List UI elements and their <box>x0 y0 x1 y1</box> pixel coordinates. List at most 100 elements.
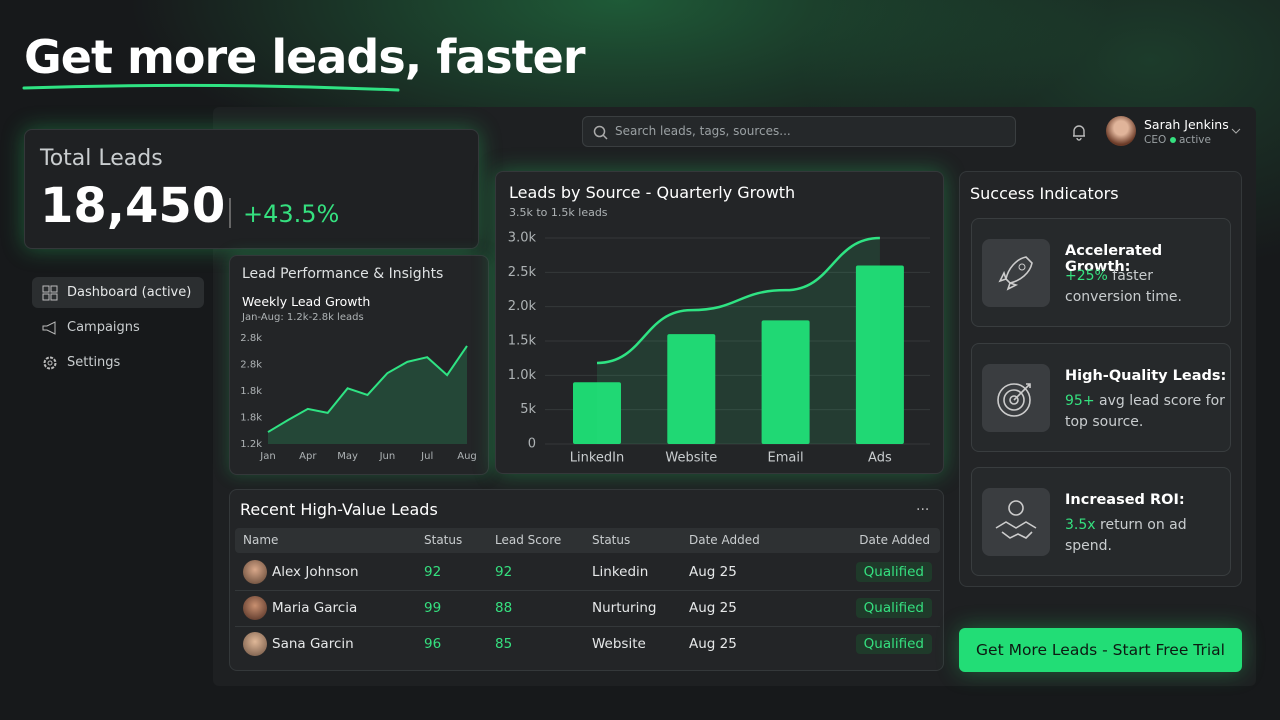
user-name: Sarah Jenkins <box>1144 117 1229 132</box>
y-tick-label: 1.0k <box>508 368 537 383</box>
status-dot <box>1170 137 1176 143</box>
card-heading: Lead Performance & Insights <box>242 266 444 282</box>
cell: Aug 25 <box>689 636 737 652</box>
y-tick-label: 1.5k <box>508 334 537 349</box>
indicator-title: High-Quality Leads: <box>1065 368 1227 384</box>
y-tick-label: 5k <box>520 402 536 417</box>
bell-icon[interactable] <box>1071 123 1087 141</box>
score: 92 <box>424 564 442 580</box>
y-tick-label: 2.0k <box>508 299 537 314</box>
y-tick-label: 2.8k <box>240 333 262 344</box>
cell: Website <box>592 636 646 652</box>
chart-title: Weekly Lead Growth <box>242 294 371 309</box>
total-leads-value: 18,450 <box>40 178 226 234</box>
table: Name Status Lead Score Status Date Added Date… <box>235 528 940 668</box>
text: faster conversion time. <box>1065 268 1182 305</box>
column-header: Status <box>424 533 463 547</box>
nav-active-bg <box>32 277 204 308</box>
search-box[interactable]: Search leads, tags, sources... <box>582 116 1016 147</box>
x-tick-label: Website <box>665 451 717 466</box>
highlight: +25% <box>1065 268 1108 284</box>
y-tick-label: 2.8k <box>240 360 262 371</box>
underline <box>22 83 400 92</box>
indicator-text: 95+ avg lead score for top source. <box>1065 391 1225 433</box>
indicator: High-Quality Leads: 95+ avg lead score f… <box>971 343 1231 452</box>
settings-icon <box>43 356 57 370</box>
score: 85 <box>495 636 513 652</box>
lead-name[interactable]: Maria Garcia <box>272 600 358 616</box>
success-title: Success Indicators <box>970 184 1119 203</box>
row-avatar <box>243 632 267 656</box>
success-card: Success Indicators Accelerated Growth: +… <box>959 171 1242 587</box>
column-header: Status <box>592 533 631 547</box>
total-leads-change: +43.5% <box>243 200 340 228</box>
x-tick-label: Jan <box>259 451 275 462</box>
lead-name[interactable]: Alex Johnson <box>272 564 359 580</box>
score: 92 <box>495 564 513 580</box>
score: 99 <box>424 600 442 616</box>
x-tick-label: Ads <box>868 451 892 466</box>
y-tick-label: 1.8k <box>240 386 262 397</box>
row-avatar <box>243 596 267 620</box>
indicator-text: +25% faster conversion time. <box>1065 266 1225 308</box>
chart-subtitle: 3.5k to 1.5k leads <box>509 206 608 219</box>
indicator: Increased ROI: 3.5x return on ad spend. <box>971 467 1231 576</box>
campaigns-icon <box>42 321 56 335</box>
chart-title: Leads by Source - Quarterly Growth <box>509 183 796 202</box>
text: avg lead score for top source. <box>1065 393 1225 430</box>
score: 96 <box>424 636 442 652</box>
x-tick-label: May <box>337 451 358 462</box>
x-tick-label: Jun <box>379 451 396 462</box>
nav-item[interactable]: Settings <box>67 355 121 370</box>
x-tick-label: Apr <box>299 451 317 462</box>
lead-name[interactable]: Sana Garcin <box>272 636 354 652</box>
x-tick-label: Aug <box>457 451 477 462</box>
nav-item[interactable]: Dashboard (active) <box>67 285 192 300</box>
rocket-icon <box>982 239 1050 307</box>
cell: Nurturing <box>592 600 657 616</box>
total-leads-card: Total Leads 18,450 +43.5% <box>24 129 479 249</box>
cell: Linkedin <box>592 564 649 580</box>
highlight: 95+ <box>1065 393 1095 409</box>
chevron[interactable] <box>1231 127 1241 135</box>
bar <box>855 265 904 444</box>
x-tick-label: LinkedIn <box>570 451 624 466</box>
y-tick-label: 0 <box>528 437 536 452</box>
divider <box>229 198 231 228</box>
bar <box>667 334 716 444</box>
more-menu[interactable]: ... <box>916 498 930 514</box>
x-tick-label: Email <box>768 451 804 466</box>
nav-item[interactable]: Campaigns <box>67 320 140 335</box>
column-header: Date Added <box>859 533 930 547</box>
line <box>267 345 468 433</box>
line-chart-card: Lead Performance & Insights Weekly Lead … <box>229 255 489 475</box>
trend-area <box>597 238 880 444</box>
cta-button[interactable]: Get More Leads - Start Free Trial <box>959 628 1242 672</box>
row-avatar <box>243 560 267 584</box>
row-divider <box>235 626 940 627</box>
highlight: 3.5x <box>1065 517 1096 533</box>
dashboard-icon <box>42 285 58 301</box>
y-tick-label: 2.5k <box>508 265 537 280</box>
indicator-title: Accelerated Growth: <box>1065 243 1163 275</box>
user-status: active <box>1179 134 1211 146</box>
status-badge: Qualified <box>855 562 932 582</box>
column-header: Name <box>243 533 279 547</box>
x-tick-label: Jul <box>420 451 433 462</box>
row-divider <box>235 590 940 591</box>
table-title: Recent High-Value Leads <box>240 500 438 519</box>
target-icon <box>982 364 1050 432</box>
user-role: CEO <box>1144 134 1167 146</box>
y-tick-label: 1.8k <box>240 413 262 424</box>
user-avatar[interactable] <box>1106 116 1136 146</box>
y-tick-label: 1.2k <box>240 439 262 450</box>
indicator: Accelerated Growth: +25% faster conversi… <box>971 218 1231 327</box>
table-header <box>235 528 940 553</box>
search-placeholder: Search leads, tags, sources... <box>615 124 791 138</box>
cell: Aug 25 <box>689 600 737 616</box>
trend-line <box>596 236 880 365</box>
leads-table-card: Recent High-Value Leads ... Name Status Le… <box>229 489 944 671</box>
total-leads-label: Total Leads <box>40 146 163 171</box>
text: return on ad spend. <box>1065 517 1187 554</box>
